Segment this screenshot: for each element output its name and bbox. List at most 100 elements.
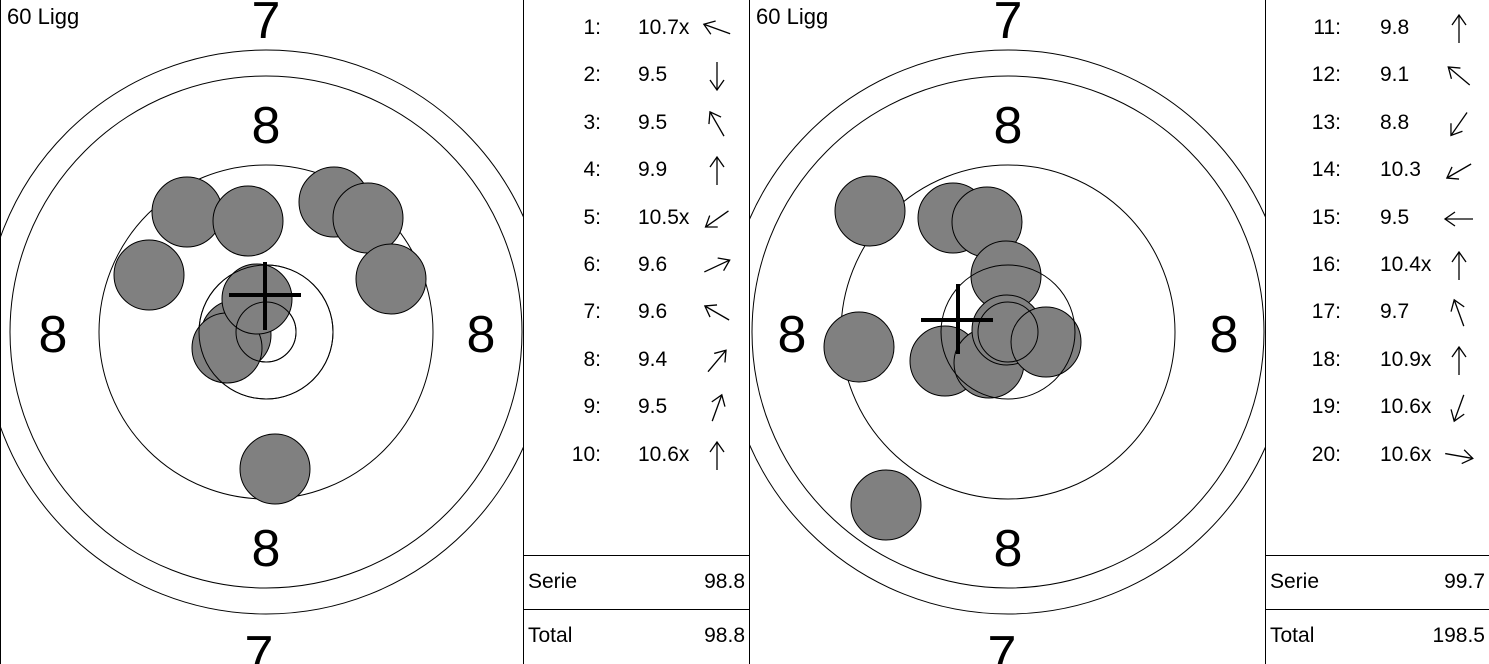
shot-number: 11:: [1313, 16, 1341, 39]
shot-value: 10.7x: [638, 16, 690, 39]
target-1-face: 7 8 8 8 8 7: [1, 0, 523, 664]
shot-row: 12: 9.1: [1266, 55, 1489, 95]
target-1-panel: 7 8 8 8 8 7 60 Ligg: [0, 0, 523, 664]
shot-row: 14: 10.3: [1266, 150, 1489, 190]
shot-hole: [1010, 306, 1082, 378]
shot-row: 16: 10.4x: [1266, 245, 1489, 285]
target-1-shot-holes: [113, 166, 427, 505]
total-label: Total: [528, 624, 573, 647]
shot-number: 20:: [1311, 442, 1341, 466]
shot-value: 10.6x: [638, 442, 690, 466]
shot-direction-arrow-icon: [1442, 344, 1476, 384]
shot-number: 17:: [1311, 300, 1341, 324]
shot-row: 17: 9.7: [1266, 292, 1489, 332]
shot-value: 10.6x: [1380, 442, 1432, 466]
shot-hole: [221, 263, 293, 335]
target-2-center-cross: [921, 284, 993, 354]
shot-hole: [355, 243, 427, 315]
shot-direction-arrow-icon: [1442, 391, 1476, 431]
shot-value: 9.5: [638, 63, 668, 87]
shot-number: 13:: [1311, 110, 1341, 134]
serie-label: Serie: [1270, 570, 1320, 593]
target-1-label-lower: 8: [252, 520, 281, 578]
shot-row: 19: 10.6x: [1266, 387, 1489, 427]
shot-value: 9.5: [638, 395, 668, 419]
shot-direction-arrow-icon: [700, 344, 734, 384]
shot-value: 10.6x: [1380, 395, 1432, 419]
shot-value: 9.4: [638, 347, 668, 371]
shot-value: 10.4x: [1380, 253, 1432, 276]
shot-number: 2:: [583, 63, 601, 87]
serie-value: 99.7: [1444, 570, 1485, 593]
target-1-ring-8: [9, 75, 523, 589]
shot-direction-arrow-icon: [700, 391, 734, 431]
shot-row: 15: 9.5: [1266, 198, 1489, 238]
target-1-label-upper: 8: [252, 97, 281, 155]
shot-number: 9:: [583, 395, 601, 419]
shot-number: 6:: [583, 253, 601, 276]
shot-hole: [834, 175, 906, 247]
total-row-1: Total 98.8: [524, 609, 749, 664]
target-2-label-upper: 8: [994, 97, 1023, 155]
target-1-label-top: 7: [252, 0, 281, 50]
target-1-label-bottom: 7: [245, 626, 274, 664]
target-1-label-right: 8: [467, 306, 496, 364]
shot-direction-arrow-icon: [1442, 202, 1476, 242]
shot-number: 8:: [583, 347, 601, 371]
shot-value: 9.7: [1380, 300, 1410, 324]
target-2-shot-holes: [823, 175, 1082, 541]
shot-number: 16:: [1311, 253, 1341, 276]
shot-direction-arrow-icon: [700, 154, 734, 194]
target-2-label-bottom: 7: [988, 626, 1017, 664]
shot-hole: [212, 185, 284, 257]
shot-row: 9: 9.5: [524, 387, 749, 427]
target-2-ring-7: [750, 49, 1265, 615]
shot-direction-arrow-icon: [1442, 107, 1476, 147]
shot-list-1: 1: 10.7x 2: 9.5 3: 9.5 4: 9.9 5: 10.5x 6: 9.6 7: 9.6 8…: [523, 0, 749, 664]
shot-row: 20: 10.6x: [1266, 435, 1489, 475]
shot-value: 9.5: [1380, 205, 1410, 229]
target-1-ring-7: [1, 49, 523, 615]
shot-value: 10.3: [1380, 158, 1421, 182]
serie-row-1: Serie 98.8: [524, 555, 749, 609]
shot-direction-arrow-icon: [700, 249, 734, 289]
shot-number: 12:: [1311, 63, 1341, 87]
shot-row: 4: 9.9: [524, 150, 749, 190]
shot-direction-arrow-icon: [700, 107, 734, 147]
target-2-face: 7 8 8 8 8 7: [750, 0, 1265, 664]
shot-direction-arrow-icon: [700, 439, 734, 479]
shot-row: 8: 9.4: [524, 340, 749, 380]
target-2-title: 60 Ligg: [756, 4, 829, 29]
total-value: 198.5: [1432, 624, 1485, 647]
shot-number: 4:: [583, 158, 601, 182]
target-2-label-right: 8: [1210, 306, 1239, 364]
shot-direction-arrow-icon: [700, 12, 734, 52]
shot-number: 5:: [583, 205, 601, 229]
target-2-panel: 7 8 8 8 8 7 60 Ligg: [749, 0, 1265, 664]
target-2-rings-overlay: [940, 264, 1076, 400]
shot-number: 14:: [1311, 158, 1341, 182]
shot-row: 2: 9.5: [524, 55, 749, 95]
serie-label: Serie: [528, 570, 578, 593]
shot-row: 18: 10.9x: [1266, 340, 1489, 380]
shot-row: 13: 8.8: [1266, 103, 1489, 143]
shot-hole: [113, 239, 185, 311]
shot-direction-arrow-icon: [1442, 439, 1476, 479]
total-value: 98.8: [704, 624, 745, 647]
shot-number: 1:: [583, 16, 601, 39]
total-label: Total: [1270, 624, 1315, 647]
shot-hole: [823, 311, 895, 383]
shot-row: 11: 9.8: [1266, 8, 1489, 48]
shot-number: 19:: [1311, 395, 1341, 419]
shot-hole: [850, 469, 922, 541]
shot-value: 10.5x: [638, 205, 690, 229]
serie-value: 98.8: [704, 570, 745, 593]
shot-hole: [151, 176, 223, 248]
shot-row: 7: 9.6: [524, 292, 749, 332]
shot-direction-arrow-icon: [1442, 12, 1476, 52]
target-1-center-cross: [229, 262, 301, 330]
target-2-label-left: 8: [778, 306, 807, 364]
shot-row: 3: 9.5: [524, 103, 749, 143]
shot-value: 9.6: [638, 300, 668, 324]
shot-row: 6: 9.6: [524, 245, 749, 285]
